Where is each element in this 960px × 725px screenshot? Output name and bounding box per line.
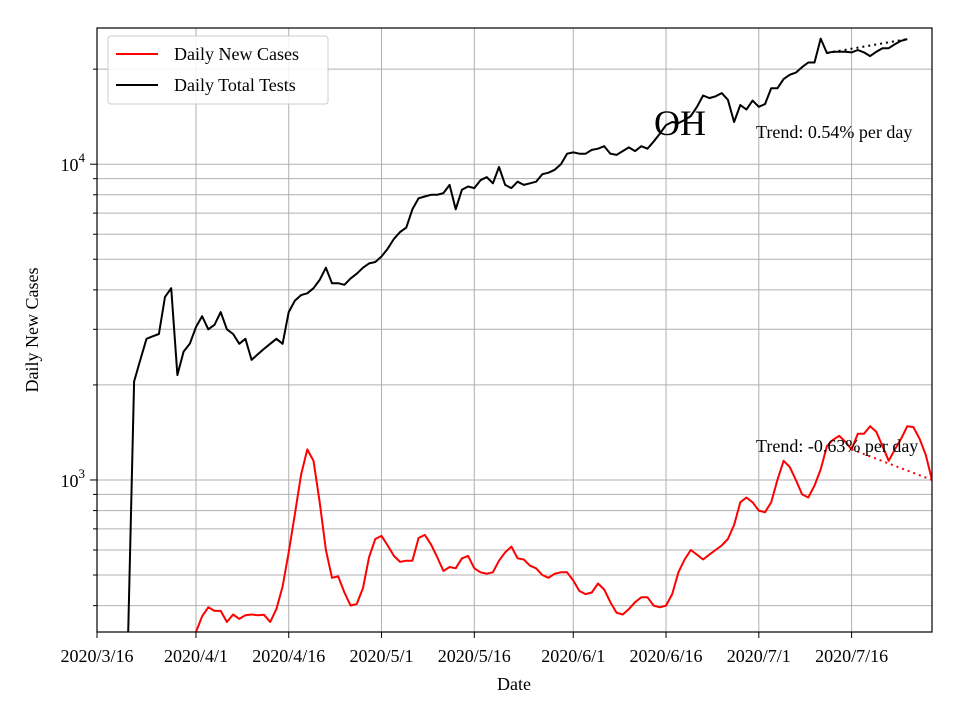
series-line-daily-new-cases	[194, 425, 932, 632]
y-tick-base: 10	[61, 471, 79, 491]
plot-frame	[96, 27, 933, 633]
y-tick-base: 10	[61, 155, 79, 175]
x-tick-label: 2020/3/16	[60, 646, 133, 666]
series-line-daily-total-tests	[127, 37, 908, 632]
x-tick-label: 2020/5/16	[438, 646, 511, 666]
y-tick-label: 104	[61, 150, 86, 175]
y-tick-exponent: 3	[79, 466, 86, 481]
x-tick-label: 2020/7/16	[815, 646, 888, 666]
trend-line-cases	[851, 448, 932, 481]
x-tick-label: 2020/4/1	[164, 646, 228, 666]
trend-label-cases: Trend: -0.63% per day	[756, 436, 918, 456]
legend-label-tests: Daily Total Tests	[174, 75, 296, 95]
x-axis-label: Date	[497, 674, 531, 694]
y-tick-label: 103	[61, 466, 86, 491]
trend-label-tests: Trend: 0.54% per day	[756, 122, 912, 142]
legend-label-cases: Daily New Cases	[174, 44, 299, 64]
legend: Daily New Cases Daily Total Tests	[107, 35, 329, 105]
series-layer	[127, 37, 932, 632]
y-axis-label: Daily New Cases	[22, 268, 42, 393]
tick-layer: 2020/3/16 2020/4/1 2020/4/16 2020/5/1 2020/5…	[60, 68, 888, 666]
x-tick-label: 2020/4/16	[252, 646, 325, 666]
legend-box	[107, 35, 329, 105]
trend-line-tests	[826, 38, 908, 54]
chart-title: OH	[654, 103, 706, 143]
x-tick-label: 2020/7/1	[727, 646, 791, 666]
x-tick-label: 2020/5/1	[350, 646, 414, 666]
y-tick-exponent: 4	[79, 150, 86, 165]
x-tick-label: 2020/6/16	[630, 646, 703, 666]
grid-layer	[96, 28, 932, 632]
x-tick-label: 2020/6/1	[541, 646, 605, 666]
